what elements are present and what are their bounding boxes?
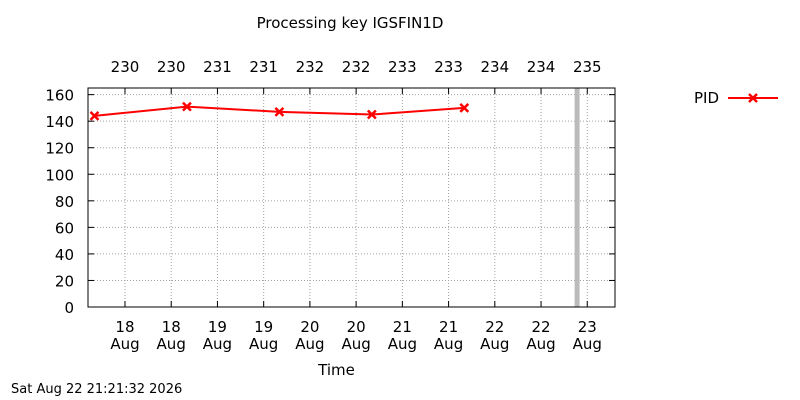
data-point [89, 110, 100, 121]
x-tick-label-day: 19 [254, 318, 273, 336]
y-tick-label: 160 [45, 87, 74, 105]
x-tick-label-day: 18 [115, 318, 134, 336]
legend-marker [748, 93, 758, 103]
x-tick-label-day: 22 [531, 318, 550, 336]
x-tick-label-month: Aug [110, 335, 139, 353]
x2-tick-label: 232 [296, 58, 325, 76]
x-tick-label-day: 21 [393, 318, 412, 336]
x-tick-label-month: Aug [249, 335, 278, 353]
series-pid [89, 101, 470, 121]
x-tick-label-day: 23 [578, 318, 597, 336]
y-tick-label: 100 [45, 166, 74, 184]
grid [88, 88, 615, 307]
x-tick-label-month: Aug [434, 335, 463, 353]
x2-tick-label: 231 [249, 58, 278, 76]
data-point [274, 107, 285, 117]
x-tick-label-month: Aug [341, 335, 370, 353]
x-tick-label-month: Aug [480, 335, 509, 353]
point-marker-stroke [274, 107, 285, 117]
x-tick-label-day: 18 [162, 318, 181, 336]
x-tick-label-day: 22 [485, 318, 504, 336]
x-tick-label-month: Aug [573, 335, 602, 353]
x2-tick-label: 234 [480, 58, 509, 76]
legend-label: PID [694, 89, 719, 107]
point-marker-stroke [366, 109, 377, 120]
x2-tick-label: 234 [527, 58, 556, 76]
data-point [366, 109, 377, 120]
axis-labels: 02040608010012014016018Aug18Aug19Aug19Au… [45, 58, 602, 379]
x-tick-label-month: Aug [388, 335, 417, 353]
x-tick-label-month: Aug [526, 335, 555, 353]
data-point [459, 103, 470, 113]
point-marker-stroke [182, 101, 192, 112]
x-tick-label-month: Aug [203, 335, 232, 353]
x-tick-label-day: 19 [208, 318, 227, 336]
y-tick-label: 20 [55, 272, 74, 290]
legend: PID [694, 89, 778, 107]
data-point [182, 101, 192, 112]
x-tick-label-day: 20 [347, 318, 366, 336]
x-tick-label-month: Aug [295, 335, 324, 353]
x2-tick-label: 231 [203, 58, 232, 76]
x2-tick-label: 230 [157, 58, 186, 76]
y-tick-label: 40 [55, 246, 74, 264]
y-tick-label: 60 [55, 219, 74, 237]
generated-timestamp: Sat Aug 22 21:21:32 2026 [11, 382, 183, 397]
y-tick-label: 80 [55, 193, 74, 211]
y-tick-label: 0 [64, 299, 74, 317]
point-marker-stroke [89, 110, 100, 121]
x-tick-label-day: 21 [439, 318, 458, 336]
plot-frame [87, 87, 616, 308]
y-tick-label: 140 [45, 113, 74, 131]
x2-tick-label: 233 [388, 58, 417, 76]
current-time-marker [574, 88, 580, 307]
current-time-bar [574, 88, 580, 307]
x2-tick-label: 235 [573, 58, 602, 76]
x-tick-label-month: Aug [157, 335, 186, 353]
x-axis-title: Time [317, 361, 355, 379]
x2-tick-label: 232 [342, 58, 371, 76]
chart-title: Processing key IGSFIN1D [256, 14, 444, 32]
axis-ticks [88, 88, 615, 308]
x2-tick-label: 233 [434, 58, 463, 76]
x-tick-label-day: 20 [300, 318, 319, 336]
y-tick-label: 120 [45, 140, 74, 158]
x2-tick-label: 230 [111, 58, 140, 76]
point-marker-stroke [459, 103, 470, 113]
